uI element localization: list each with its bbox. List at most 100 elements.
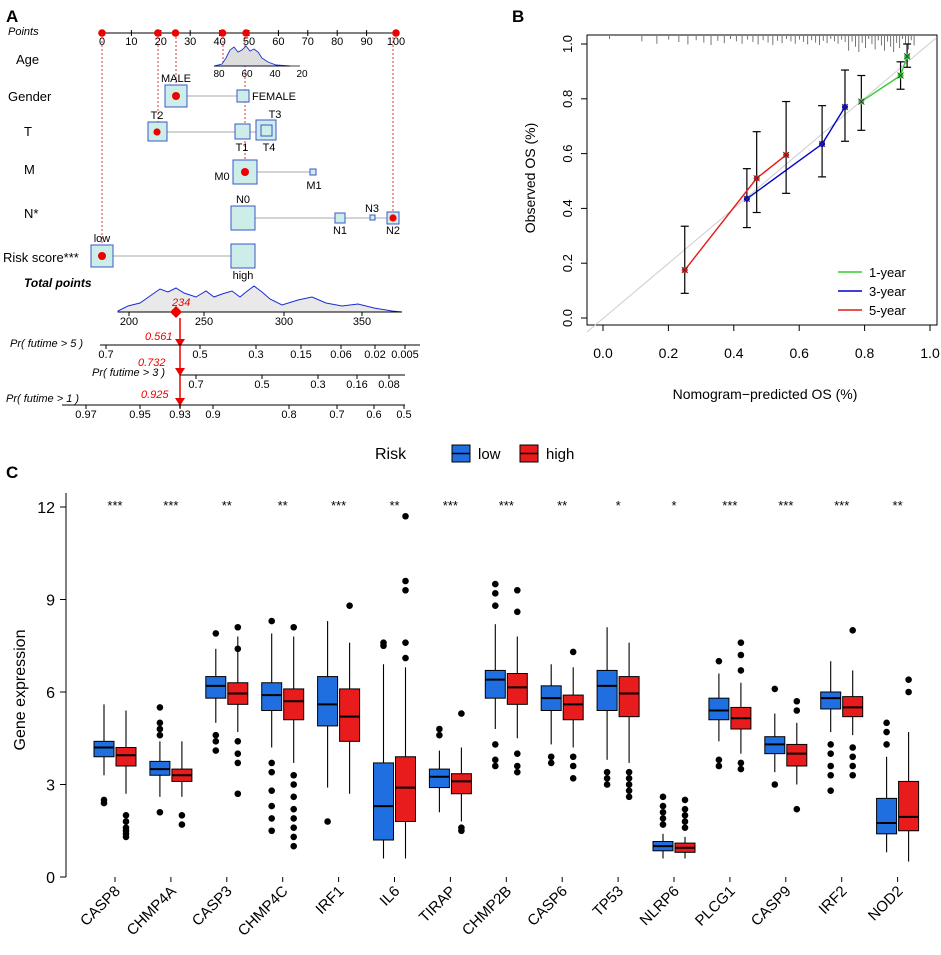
significance-CHMP4A: *** [163,498,178,513]
pr3-ticks: 0.7 0.5 0.3 0.16 0.08 [188,375,400,391]
legend-3-year-text: 3-year [869,284,907,299]
significance-TP53: * [616,498,621,513]
series-cross [782,151,790,159]
outlier-high [625,787,633,794]
outlier-low [715,756,723,764]
outlier-low [827,750,834,757]
calibration-y-label: Observed OS (%) [522,123,538,233]
outlier-low [380,642,387,650]
outlier-high [290,805,298,813]
gender-label: Gender [8,89,52,104]
outlier-high [402,586,409,594]
t3-text: T3 [269,109,282,121]
outlier-high [569,753,577,761]
total-points-marker [170,306,182,318]
category-label-CASP6: CASP6 [524,883,571,930]
prob-tick-label: 0.97 [75,409,96,421]
box-TP53-low [596,669,618,712]
total-tick-label: 250 [195,316,213,328]
age-label: Age [16,52,39,67]
outlier-high [234,738,242,745]
outlier-low [100,799,108,807]
outlier-high [849,753,856,761]
pr5-value: 0.561 [145,331,173,343]
box-CASP8-high [115,747,137,767]
gender-female-box [236,89,250,103]
calibration-y-tick-label: 0.0 [560,309,575,327]
outlier-low [268,815,276,822]
points-tick-label: 80 [331,36,343,48]
outlier-high [458,710,465,717]
outlier-low [212,731,220,739]
series-cross [818,140,826,148]
outlier-low [492,590,499,597]
series-cross [841,103,849,111]
points-tick-label: 100 [387,36,405,48]
box-CASP8-low [93,740,115,758]
outlier-high [849,627,856,634]
t1-box [234,123,251,140]
nomogram-panel: Points 0 10 20 30 40 50 60 70 80 90 100 Age Gender… [3,26,420,421]
pr5-label: Pr( futime > 5 ) [10,338,83,350]
outlier-high [402,639,409,646]
category-label-TP53: TP53 [590,883,627,920]
significance-CASP8: *** [107,498,122,513]
outlier-high [402,577,409,585]
calibration-x-tick-label: 0.0 [593,345,613,361]
significance-TIRAP: *** [443,498,458,513]
gender-female-text: FEMALE [252,91,296,103]
outlier-high [178,812,186,819]
prob-tick-label: 0.9 [205,409,220,421]
y-tick-label: 12 [37,500,55,517]
calibration-y-tick-label: 0.6 [560,145,575,163]
boxplot-boxes: ***CASP8***CHMP4A**CASP3**CHMP4C***IRF1*… [77,498,920,940]
outlier-low [827,762,834,770]
outlier-high [569,648,577,656]
outlier-low [436,725,443,733]
outlier-high [793,805,801,813]
outlier-low [603,775,611,782]
outlier-high [625,775,633,782]
outlier-high [849,771,856,779]
m-label: M [24,162,35,177]
outlier-high [514,768,521,776]
box-IL6-low [373,762,394,841]
points-axis-ticks: 0 10 20 30 40 50 60 70 80 90 100 [98,29,405,48]
outlier-high [625,793,633,801]
category-label-IRF1: IRF1 [312,883,347,918]
outlier-low [436,731,443,739]
outlier-low [603,768,611,776]
t4-box [260,124,273,137]
outlier-high [290,771,298,779]
series-cross [743,195,751,203]
points-tick-label: 90 [360,36,372,48]
outlier-high [402,654,409,662]
category-label-CHMP4C: CHMP4C [235,883,292,940]
prob-tick-label: 0.5 [254,379,269,391]
outlier-high [905,676,912,683]
outlier-high [849,762,856,770]
box-CHMP2B-high [506,673,528,705]
calibration-rug [609,36,915,52]
n1-text: N1 [333,225,347,237]
box-IRF1-high [339,688,361,742]
outlier-low [156,808,164,816]
outlier-low [268,768,276,776]
m-selected-dot [241,168,249,176]
significance-IL6: ** [389,498,399,513]
outlier-high [402,512,409,520]
outlier-high [234,750,242,757]
points-axis-label: Points [8,26,39,38]
outlier-low [547,759,555,767]
pr5-ticks: 0.7 0.5 0.3 0.15 0.06 0.02 0.005 [98,345,419,361]
box-IRF2-low [820,691,842,710]
outlier-high [681,818,689,825]
outlier-low [156,704,164,711]
outlier-high [234,759,242,767]
points-marker [242,29,250,37]
legend-high-text: high [546,446,574,463]
outlier-high [290,824,298,831]
n3-text: N3 [365,203,379,215]
box-IL6-high [395,756,416,822]
